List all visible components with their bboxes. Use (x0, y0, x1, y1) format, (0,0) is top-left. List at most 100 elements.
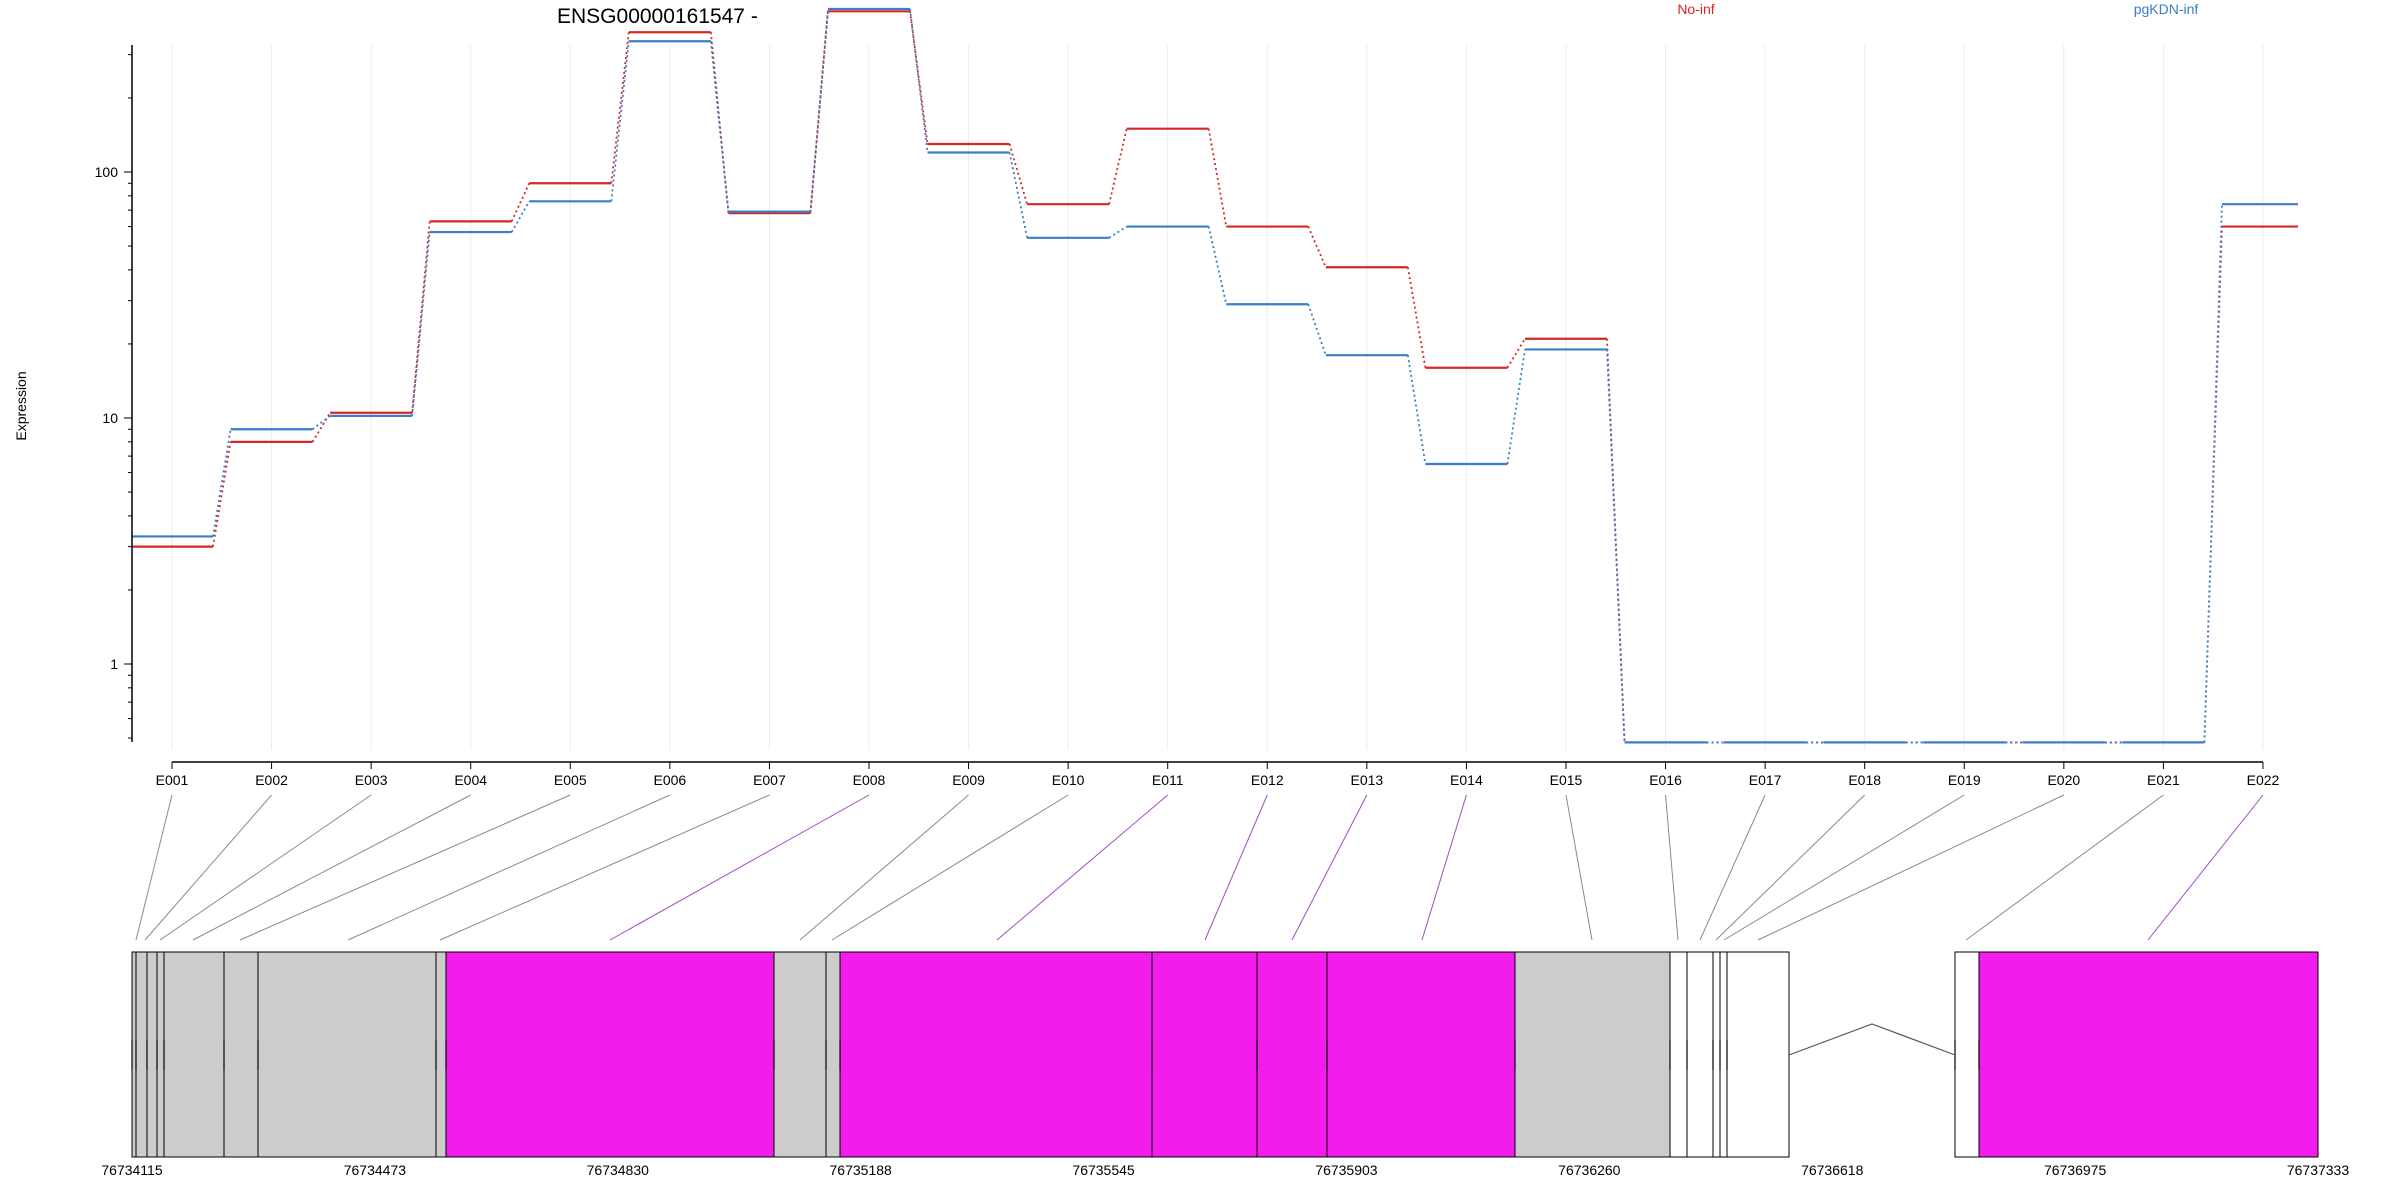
series-connector (1008, 152, 1029, 239)
series-connector (1506, 349, 1526, 465)
series-connector (1406, 355, 1427, 465)
legend-no-inf: No-inf (1677, 1, 1714, 17)
series-connector (709, 41, 730, 212)
series-connector (2203, 204, 2223, 743)
x-ticks: E001 E002 E003 E004 E005 E006 E007 E008 E009 E010… (156, 762, 2280, 788)
gene-model (131, 951, 2319, 1158)
coordinate-label: 76736618 (1801, 1162, 1864, 1178)
series-connector (411, 231, 431, 416)
intron-line (1788, 1023, 1956, 1056)
x-tick-label: E005 (554, 772, 587, 788)
x-tick-label: E002 (255, 772, 288, 788)
x-tick-label: E013 (1350, 772, 1383, 788)
x-tick-label: E016 (1649, 772, 1682, 788)
chart-title: ENSG00000161547 - (557, 5, 758, 28)
series-pgKDN-inf (132, 7, 2298, 744)
x-tick-label: E006 (653, 772, 686, 788)
exon-block (1726, 951, 1790, 1158)
exon-connector (239, 794, 571, 941)
exon-connector (1965, 794, 2164, 941)
y-ticks: 1 10 100 (95, 54, 132, 739)
x-tick-label: E018 (1848, 772, 1881, 788)
series-connector (909, 8, 929, 153)
y-tick-label: 100 (95, 164, 119, 180)
exon-block (1326, 951, 1516, 1158)
x-tick-label: E011 (1152, 772, 1184, 788)
grid-lines (171, 45, 2264, 750)
x-tick-label: E010 (1052, 772, 1085, 788)
x-tick-label: E007 (753, 772, 786, 788)
y-axis-label: Expression (13, 371, 29, 440)
exon-connector (996, 794, 1169, 941)
series-connector (1207, 226, 1228, 305)
exon-connector (192, 794, 471, 941)
series-connector (909, 11, 929, 145)
x-tick-label: E022 (2247, 772, 2280, 788)
coordinate-label: 76734830 (587, 1162, 650, 1178)
series-connector (411, 221, 431, 413)
exon-block (1954, 951, 1980, 1158)
coordinate-label: 76734473 (344, 1162, 407, 1178)
exon-block (445, 951, 775, 1158)
series-connector (1108, 225, 1128, 239)
series-No-inf (132, 10, 2298, 744)
x-tick-label: E008 (853, 772, 886, 788)
exon-block (839, 951, 1153, 1158)
x-tick-label: E004 (454, 772, 487, 788)
exon-connectors (135, 794, 2264, 941)
series-connector (510, 200, 531, 233)
exon-connector (144, 794, 272, 941)
exon-connector (799, 794, 969, 941)
exon-block (156, 951, 165, 1158)
x-tick-label: E021 (2147, 772, 2180, 788)
exon-block (135, 951, 148, 1158)
x-tick-label: E015 (1550, 772, 1583, 788)
exon-connector (439, 794, 770, 941)
series-connector (610, 41, 630, 202)
exon-connector (1723, 794, 1965, 941)
series-connector (1108, 128, 1128, 205)
exon-connector (1699, 794, 1766, 941)
exon-block (1686, 951, 1714, 1158)
y-tick-label: 10 (102, 410, 118, 426)
coordinate-label: 76737333 (2287, 1162, 2350, 1178)
x-tick-label: E012 (1251, 772, 1284, 788)
y-tick-label: 1 (110, 656, 118, 672)
exon-connector (1665, 794, 1679, 941)
coordinate-label: 76736260 (1558, 1162, 1621, 1178)
series-connector (1606, 349, 1626, 743)
exon-connector (1291, 794, 1368, 941)
coordinate-label: 76735903 (1315, 1162, 1378, 1178)
exon-connector (135, 794, 173, 941)
exon-block (1712, 951, 1721, 1158)
series-connector (1008, 143, 1028, 205)
series-connector (610, 32, 630, 184)
series-connector (1307, 226, 1327, 268)
exon-connector (1757, 794, 2065, 941)
exon-connector (609, 794, 870, 941)
coordinate-label: 76735188 (830, 1162, 893, 1178)
series-connector (809, 11, 829, 214)
legend-pgkdn-inf: pgKDN-inf (2134, 1, 2199, 17)
series-lines (132, 7, 2298, 744)
exon-block (223, 951, 259, 1158)
x-tick-label: E017 (1749, 772, 1782, 788)
series-connector (312, 415, 331, 430)
coordinate-label: 76736975 (2044, 1162, 2107, 1178)
series-connector (311, 412, 331, 443)
exon-connector (159, 794, 372, 941)
exon-block (825, 951, 841, 1158)
series-connector (1207, 128, 1228, 227)
exon-block (146, 951, 158, 1158)
exon-block (257, 951, 437, 1158)
coordinate-label: 76734115 (101, 1162, 162, 1178)
x-tick-label: E009 (952, 772, 985, 788)
exon-block (1719, 951, 1728, 1158)
series-connector (212, 429, 232, 537)
series-connector (510, 182, 531, 222)
series-connector (809, 8, 829, 212)
axes (131, 45, 2263, 763)
exon-block (1669, 951, 1688, 1158)
exon-block (163, 951, 225, 1158)
